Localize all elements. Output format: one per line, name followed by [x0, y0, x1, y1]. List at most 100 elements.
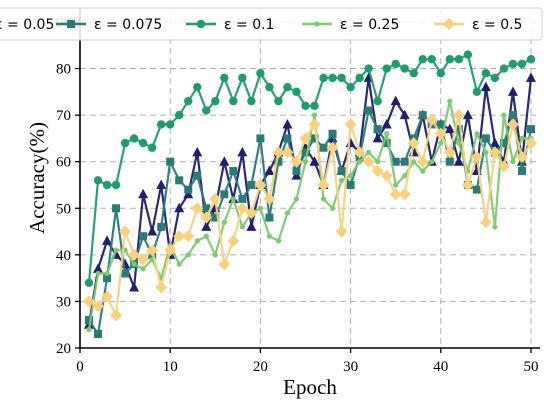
data-point	[221, 219, 227, 225]
data-point	[156, 120, 166, 129]
y-tick-label: 70	[56, 108, 71, 124]
data-point	[86, 326, 92, 332]
data-point	[444, 123, 455, 134]
data-point	[202, 204, 211, 213]
data-point	[110, 309, 123, 322]
data-point	[420, 168, 426, 174]
data-point	[364, 64, 373, 73]
data-point	[344, 118, 357, 131]
data-point	[418, 111, 427, 120]
data-point	[218, 258, 231, 271]
data-point	[436, 120, 445, 129]
data-point	[200, 211, 213, 224]
data-point	[481, 134, 490, 143]
legend-swatch-marker	[196, 19, 206, 29]
data-point	[508, 59, 518, 69]
data-point	[238, 194, 247, 203]
data-point	[497, 160, 510, 173]
data-point	[445, 55, 455, 64]
data-point	[427, 55, 436, 64]
data-point	[113, 247, 119, 253]
x-tick-label: 0	[76, 359, 84, 375]
data-point	[337, 167, 346, 176]
data-point	[83, 295, 96, 308]
data-point	[488, 146, 501, 159]
data-point	[492, 224, 498, 230]
data-point	[301, 101, 310, 111]
x-tick-label: 50	[523, 359, 538, 375]
data-point	[416, 155, 429, 168]
data-point	[519, 135, 525, 142]
data-point	[317, 178, 330, 191]
legend-label: ε = 0.05	[0, 17, 54, 33]
data-point	[390, 95, 401, 106]
data-point	[138, 138, 148, 148]
data-point	[120, 258, 131, 269]
data-point	[526, 125, 535, 134]
data-point	[346, 82, 355, 92]
data-point	[454, 55, 464, 64]
data-point	[129, 281, 140, 292]
data-point	[480, 81, 491, 92]
data-point	[429, 159, 435, 165]
data-point	[94, 330, 103, 339]
legend-item: ε = 0.05	[0, 17, 54, 33]
x-tick-label: 10	[163, 359, 178, 375]
data-point	[490, 73, 500, 83]
data-point	[501, 112, 507, 118]
data-point	[129, 134, 139, 143]
data-point	[266, 233, 273, 239]
legend-swatch-marker	[314, 21, 320, 27]
data-point	[257, 205, 263, 211]
data-point	[463, 50, 473, 59]
data-point	[103, 274, 112, 283]
data-point	[281, 146, 294, 159]
data-point	[310, 134, 319, 143]
data-point	[156, 179, 167, 189]
data-point	[84, 278, 94, 287]
data-point	[147, 143, 157, 152]
series-5	[83, 109, 537, 322]
data-point	[347, 173, 354, 179]
x-tick-label: 40	[433, 359, 448, 375]
data-point	[434, 127, 447, 140]
x-tick-label: 30	[343, 359, 358, 375]
legend-item: ε = 0.5	[434, 17, 522, 33]
data-point	[391, 157, 400, 166]
data-point	[436, 69, 445, 78]
legend-item: ε = 0.1	[186, 17, 274, 33]
data-point	[373, 125, 382, 134]
data-point	[400, 64, 409, 73]
data-point	[302, 159, 309, 165]
data-point	[506, 118, 519, 131]
axes: 010203040502030405060708090EpochAccuracy…	[25, 8, 540, 399]
data-point	[326, 141, 339, 154]
data-point	[220, 73, 229, 83]
data-point	[212, 252, 218, 258]
legend-item: ε = 0.25	[302, 17, 399, 33]
data-point	[229, 96, 238, 106]
data-point	[209, 192, 222, 205]
data-point	[211, 213, 220, 222]
data-point	[146, 244, 159, 257]
data-point	[525, 72, 536, 82]
data-point	[283, 134, 292, 143]
data-point	[524, 137, 537, 150]
data-point	[175, 176, 184, 185]
data-point	[338, 177, 345, 183]
data-point	[155, 281, 168, 294]
data-point	[176, 261, 182, 267]
data-point	[283, 82, 292, 92]
data-point	[193, 171, 202, 180]
data-point	[92, 300, 105, 313]
data-point	[398, 188, 411, 201]
data-point	[292, 167, 301, 176]
data-point	[371, 165, 384, 178]
data-point	[237, 146, 248, 157]
data-point	[384, 131, 390, 137]
data-point	[201, 221, 212, 231]
data-point	[362, 155, 375, 168]
data-point	[104, 270, 110, 277]
data-point	[481, 69, 491, 78]
data-point	[93, 176, 103, 185]
